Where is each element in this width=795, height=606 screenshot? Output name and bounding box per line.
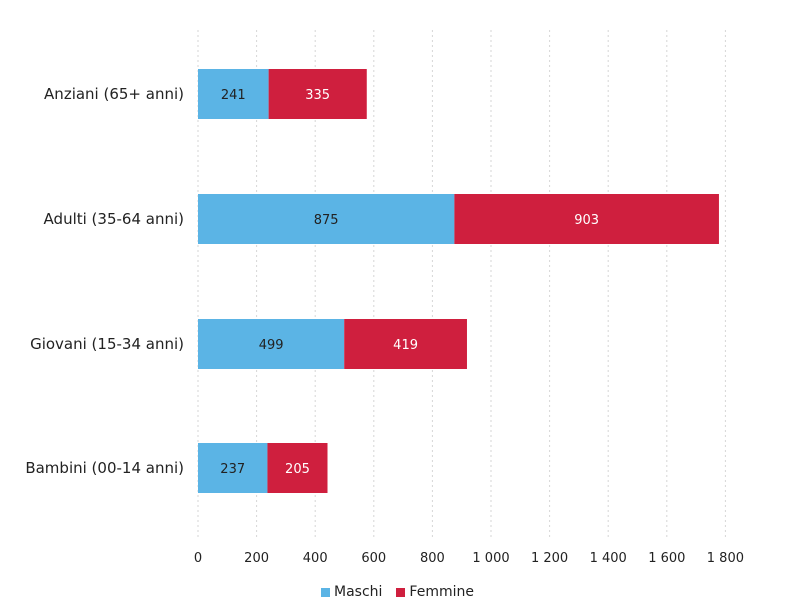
category-label: Giovani (15-34 anni) [30,335,184,353]
x-tick-label: 1 400 [590,551,627,566]
x-tick-label: 1 200 [531,551,568,566]
bars [198,69,719,493]
x-tick-label: 800 [420,551,445,566]
legend-label: Maschi [334,584,383,600]
bar-maschi [198,194,455,244]
bar-maschi [198,69,269,119]
x-tick-label: 600 [361,551,386,566]
bar-femmine [268,69,367,119]
bar-femmine [344,319,467,369]
data-label: 237 [220,462,245,477]
data-label: 241 [221,88,246,103]
legend-item-femmine: Femmine [396,584,474,600]
data-label: 903 [574,213,599,228]
legend-swatch [321,587,330,597]
data-label: 205 [285,462,310,477]
legend-swatch [396,587,406,597]
category-label: Adulti (35-64 anni) [44,210,184,228]
data-label: 419 [393,338,418,353]
x-tick-label: 1 800 [707,551,744,566]
legend-label: Femmine [409,584,474,600]
x-tick-label: 1 000 [472,551,509,566]
data-label: 335 [305,88,330,103]
data-label: 499 [259,338,284,353]
x-tick-label: 1 600 [648,551,685,566]
x-tick-label: 0 [194,551,202,566]
x-tick-label: 200 [244,551,269,566]
x-tick-label: 400 [303,551,328,566]
bar-femmine [454,194,719,244]
legend: Maschi Femmine [0,584,795,600]
data-label: 875 [314,213,339,228]
labels: 0 200 400 600 800 1 000 1 200 1 400 1 600 1 800 24… [25,85,744,566]
bar-maschi [198,443,268,493]
category-label: Anziani (65+ anni) [44,85,184,103]
bar-maschi [198,319,345,369]
category-label: Bambini (00-14 anni) [25,459,184,477]
bar-femmine [267,443,328,493]
legend-item-maschi: Maschi [321,584,382,600]
